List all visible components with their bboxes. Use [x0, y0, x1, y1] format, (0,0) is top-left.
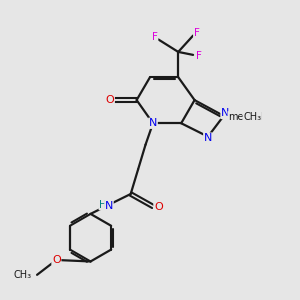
Text: N: N	[204, 133, 212, 143]
Text: F: F	[152, 32, 158, 42]
Text: O: O	[106, 95, 114, 105]
Text: CH₃: CH₃	[243, 112, 261, 122]
Text: O: O	[154, 202, 163, 212]
Text: methyl: methyl	[228, 112, 262, 122]
Text: F: F	[196, 51, 201, 62]
Text: N: N	[105, 201, 113, 211]
Text: CH₃: CH₃	[14, 270, 32, 280]
Text: N: N	[149, 118, 157, 128]
Text: N: N	[221, 108, 230, 118]
Text: O: O	[52, 255, 61, 265]
Text: F: F	[194, 28, 200, 38]
Text: H: H	[99, 200, 107, 210]
